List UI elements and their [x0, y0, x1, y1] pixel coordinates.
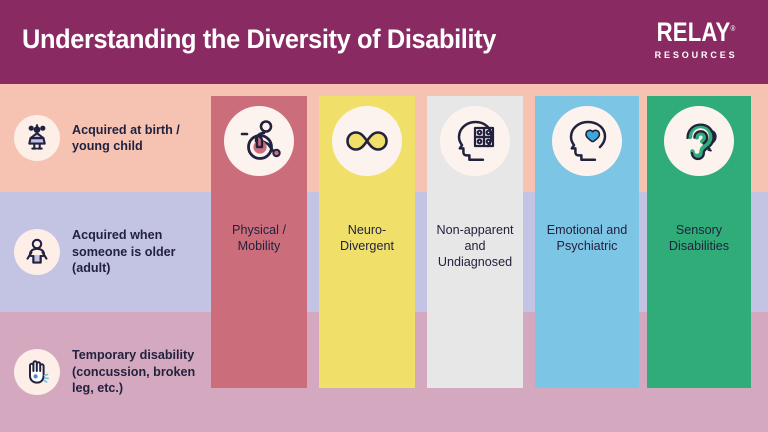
legend-item-label: Acquired at birth / young child — [72, 122, 180, 154]
category-column-non-apparent[interactable]: Non-apparent and Undiagnosed — [427, 96, 523, 388]
legend-item-acquired-when-older: Acquired when someone is older (adult) — [0, 192, 211, 312]
legend-item-label: Temporary disability (concussion, broken… — [72, 348, 196, 396]
page-header: Understanding the Diversity of Disabilit… — [0, 0, 768, 84]
category-label: Physical / Mobility — [232, 223, 286, 253]
legend-item-acquired-at-birth: Acquired at birth / young child — [0, 84, 211, 192]
brand-subtext: RESOURCES — [654, 50, 738, 61]
category-column-physical-mobility[interactable]: Physical / Mobility — [211, 96, 307, 388]
category-label: Neuro-Divergent — [340, 223, 394, 253]
category-label: Non-apparent and Undiagnosed — [436, 223, 514, 269]
brand-logo: RELAY® RESOURCES — [648, 16, 744, 63]
ear-hearing-aid-icon — [664, 106, 734, 176]
legend-item-temporary-disability: Temporary disability (concussion, broken… — [0, 312, 211, 432]
brand-wordmark-text: RELAY — [656, 17, 731, 47]
adult-figure-icon — [14, 229, 60, 275]
infinity-symbol-icon — [332, 106, 402, 176]
category-column-emotional-psychiatric[interactable]: Emotional and Psychiatric — [535, 96, 639, 388]
category-column-sensory-disabilities[interactable]: Sensory Disabilities — [647, 96, 751, 388]
category-label: Emotional and Psychiatric — [546, 223, 628, 253]
registered-trademark-icon: ® — [730, 24, 736, 33]
category-label: Sensory Disabilities — [668, 223, 730, 253]
legend-item-label: Acquired when someone is older (adult) — [72, 228, 176, 276]
category-column-neuro-divergent[interactable]: Neuro-Divergent — [319, 96, 415, 388]
page-title: Understanding the Diversity of Disabilit… — [22, 24, 496, 54]
injured-hand-icon — [14, 349, 60, 395]
wheelchair-user-icon — [224, 106, 294, 176]
head-puzzle-icon — [440, 106, 510, 176]
head-heart-icon — [552, 106, 622, 176]
brand-wordmark: RELAY® — [656, 16, 736, 47]
child-figure-icon — [14, 115, 60, 161]
